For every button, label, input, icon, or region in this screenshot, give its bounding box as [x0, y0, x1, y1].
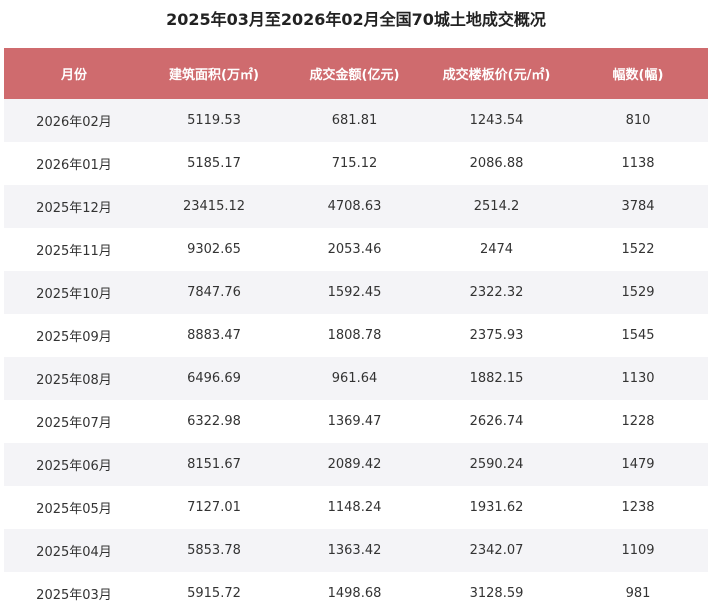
cell-month: 2025年12月 [36, 201, 112, 216]
cell-transaction-amount: 1592.45 [327, 285, 382, 300]
cell-month: 2025年10月 [36, 287, 112, 302]
table-row: 2025年08月 6496.69 961.64 1882.15 1130 [4, 357, 708, 400]
cell-transaction-amount: 681.81 [331, 113, 378, 128]
cell-transaction-amount: 1363.42 [327, 543, 382, 558]
table-row: 2026年02月 5119.53 681.81 1243.54 810 [4, 99, 708, 142]
cell-parcel-count: 981 [625, 586, 651, 601]
header-parcel-count: 幅数(幅) [612, 68, 664, 83]
cell-month: 2025年08月 [36, 373, 112, 388]
cell-transaction-amount: 2089.42 [327, 457, 382, 472]
cell-floor-price: 2086.88 [469, 156, 524, 171]
cell-transaction-amount: 4708.63 [327, 199, 382, 214]
cell-floor-area: 5915.72 [187, 586, 241, 601]
table-row: 2025年04月 5853.78 1363.42 2342.07 1109 [4, 529, 708, 572]
table-row: 2025年11月 9302.65 2053.46 2474 1522 [4, 228, 708, 271]
cell-parcel-count: 1238 [621, 500, 655, 515]
table-row: 2026年01月 5185.17 715.12 2086.88 1138 [4, 142, 708, 185]
cell-transaction-amount: 1148.24 [327, 500, 382, 515]
cell-floor-area: 6496.69 [187, 371, 241, 386]
table-body: 2026年02月 5119.53 681.81 1243.54 810 2026年01月 5… [4, 99, 708, 614]
cell-floor-price: 3128.59 [469, 586, 524, 601]
cell-month: 2026年02月 [36, 115, 112, 130]
cell-floor-price: 2626.74 [469, 414, 524, 429]
cell-floor-area: 6322.98 [187, 414, 241, 429]
cell-parcel-count: 3784 [621, 199, 655, 214]
cell-floor-area: 5853.78 [187, 543, 241, 558]
cell-transaction-amount: 1369.47 [327, 414, 382, 429]
cell-parcel-count: 810 [625, 113, 651, 128]
cell-floor-price: 2375.93 [469, 328, 524, 343]
cell-floor-price: 1882.15 [469, 371, 524, 386]
cell-parcel-count: 1138 [621, 156, 655, 171]
cell-parcel-count: 1228 [621, 414, 655, 429]
cell-floor-price: 2474 [479, 242, 514, 257]
table-row: 2025年12月 23415.12 4708.63 2514.2 3784 [4, 185, 708, 228]
cell-transaction-amount: 715.12 [331, 156, 378, 171]
cell-floor-price: 2514.2 [473, 199, 520, 214]
cell-floor-price: 1243.54 [469, 113, 524, 128]
cell-month: 2025年04月 [36, 545, 112, 560]
cell-floor-price: 2342.07 [469, 543, 524, 558]
header-transaction-amount: 成交金额(亿元) [309, 68, 400, 83]
table-row: 2025年10月 7847.76 1592.45 2322.32 1529 [4, 271, 708, 314]
cell-month: 2025年09月 [36, 330, 112, 345]
cell-month: 2025年05月 [36, 502, 112, 517]
table-row: 2025年07月 6322.98 1369.47 2626.74 1228 [4, 400, 708, 443]
land-transaction-table: 月份 建筑面积(万㎡) 成交金额(亿元) 成交楼板价(元/㎡) 幅数(幅) 20… [4, 48, 708, 614]
cell-floor-price: 1931.62 [469, 500, 524, 515]
cell-month: 2025年03月 [36, 588, 112, 603]
cell-floor-area: 8883.47 [187, 328, 241, 343]
cell-month: 2025年06月 [36, 459, 112, 474]
cell-transaction-amount: 1498.68 [327, 586, 382, 601]
header-floor-price: 成交楼板价(元/㎡) [442, 68, 551, 83]
cell-floor-area: 9302.65 [187, 242, 241, 257]
cell-floor-area: 7127.01 [187, 500, 241, 515]
cell-floor-price: 2590.24 [469, 457, 524, 472]
cell-parcel-count: 1479 [621, 457, 655, 472]
table-row: 2025年03月 5915.72 1498.68 3128.59 981 [4, 572, 708, 614]
cell-floor-area: 23415.12 [182, 199, 246, 214]
cell-parcel-count: 1130 [621, 371, 655, 386]
cell-parcel-count: 1529 [621, 285, 655, 300]
cell-parcel-count: 1522 [621, 242, 655, 257]
header-month: 月份 [60, 68, 87, 83]
cell-parcel-count: 1109 [621, 543, 655, 558]
cell-floor-area: 8151.67 [187, 457, 241, 472]
page-title: 2025年03月至2026年02月全国70城土地成交概况 [166, 10, 546, 29]
table-header-row: 月份 建筑面积(万㎡) 成交金额(亿元) 成交楼板价(元/㎡) 幅数(幅) [4, 48, 708, 99]
header-floor-area: 建筑面积(万㎡) [169, 68, 259, 83]
cell-transaction-amount: 2053.46 [327, 242, 382, 257]
cell-floor-area: 5185.17 [187, 156, 241, 171]
table-row: 2025年06月 8151.67 2089.42 2590.24 1479 [4, 443, 708, 486]
cell-transaction-amount: 961.64 [331, 371, 378, 386]
cell-floor-price: 2322.32 [469, 285, 524, 300]
cell-floor-area: 7847.76 [187, 285, 241, 300]
cell-transaction-amount: 1808.78 [327, 328, 382, 343]
cell-month: 2025年07月 [36, 416, 112, 431]
table-row: 2025年09月 8883.47 1808.78 2375.93 1545 [4, 314, 708, 357]
cell-month: 2026年01月 [36, 158, 112, 173]
cell-month: 2025年11月 [36, 244, 112, 259]
cell-parcel-count: 1545 [621, 328, 655, 343]
table-row: 2025年05月 7127.01 1148.24 1931.62 1238 [4, 486, 708, 529]
cell-floor-area: 5119.53 [187, 113, 241, 128]
